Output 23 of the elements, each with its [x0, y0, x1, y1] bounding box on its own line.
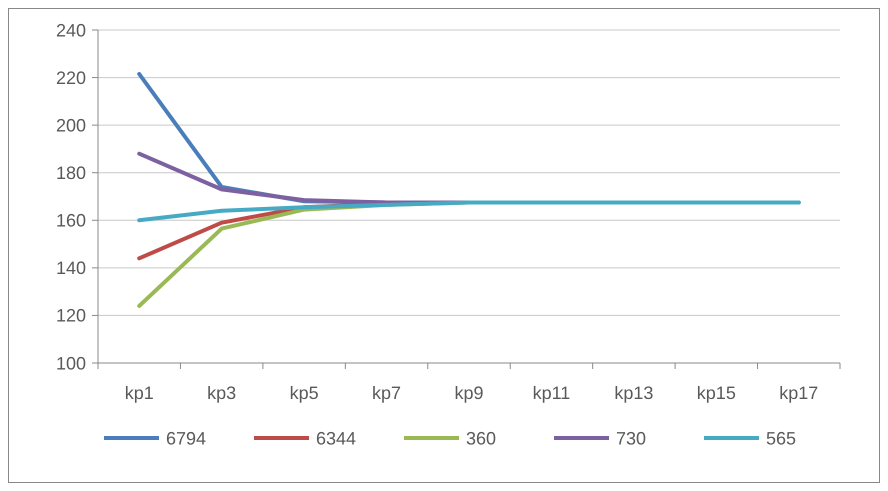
x-tick-label: kp9	[454, 383, 484, 403]
x-tick-label: kp3	[207, 383, 236, 403]
y-tick-label: 120	[56, 306, 86, 326]
y-tick-label: 200	[56, 115, 86, 136]
legend-label: 6344	[316, 428, 356, 448]
y-tick-label: 240	[56, 20, 86, 40]
line-series	[137, 200, 801, 222]
legend-label: 6794	[166, 428, 206, 448]
x-tick-label: kp13	[614, 383, 654, 403]
legend-label: 565	[766, 428, 796, 448]
y-tick-label: 180	[56, 163, 86, 184]
x-tick-label: kp7	[372, 383, 402, 403]
y-tick-label: 100	[56, 353, 86, 374]
x-tick-label: kp1	[124, 383, 154, 403]
y-tick-label: 160	[56, 210, 86, 231]
x-tick-label: kp17	[779, 383, 818, 403]
x-tick-label: kp11	[532, 383, 570, 403]
legend-label: 730	[616, 428, 646, 448]
legend-label: 360	[466, 428, 496, 448]
y-tick-label: 220	[56, 68, 86, 88]
x-tick-label: kp15	[696, 383, 736, 403]
y-tick-label: 140	[56, 258, 86, 278]
x-tick-label: kp5	[290, 383, 319, 403]
